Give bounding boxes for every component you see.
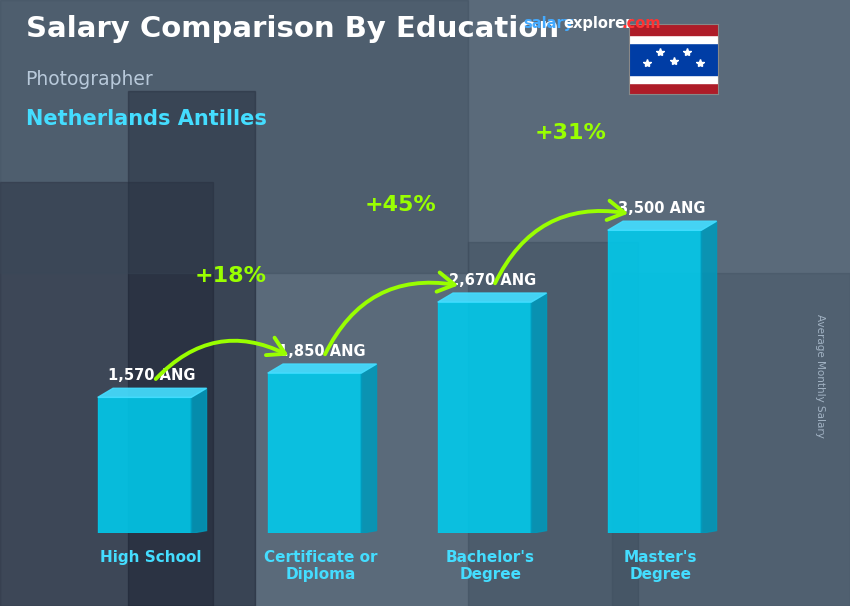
Text: Master's
Degree: Master's Degree: [624, 550, 697, 582]
Polygon shape: [268, 373, 361, 533]
Bar: [0, 0, 468, 273]
Polygon shape: [361, 364, 377, 533]
FancyArrowPatch shape: [156, 338, 286, 379]
Polygon shape: [98, 388, 207, 398]
FancyArrowPatch shape: [495, 201, 625, 283]
Text: 3,500 ANG: 3,500 ANG: [619, 201, 706, 216]
Text: Average Monthly Salary: Average Monthly Salary: [815, 314, 825, 438]
Text: +45%: +45%: [366, 195, 437, 215]
Bar: [128, 91, 255, 606]
Text: Bachelor's
Degree: Bachelor's Degree: [446, 550, 536, 582]
Polygon shape: [438, 293, 547, 302]
Bar: [629, 24, 718, 35]
Polygon shape: [191, 388, 207, 533]
Text: +18%: +18%: [195, 266, 267, 286]
Text: explorer: explorer: [564, 16, 633, 32]
Bar: [468, 242, 638, 606]
Text: salary: salary: [523, 16, 573, 32]
Bar: [629, 75, 718, 84]
Text: High School: High School: [99, 550, 201, 565]
Text: Photographer: Photographer: [26, 70, 153, 88]
Bar: [629, 44, 718, 75]
Text: Salary Comparison By Education: Salary Comparison By Education: [26, 15, 558, 43]
Text: 2,670 ANG: 2,670 ANG: [449, 273, 536, 288]
Bar: [629, 35, 718, 44]
FancyArrowPatch shape: [325, 273, 455, 355]
Polygon shape: [608, 221, 717, 230]
Text: .com: .com: [621, 16, 660, 32]
Polygon shape: [268, 364, 377, 373]
Text: Certificate or
Diploma: Certificate or Diploma: [264, 550, 377, 582]
Polygon shape: [701, 221, 717, 533]
Text: +31%: +31%: [535, 123, 607, 143]
Bar: [612, 273, 850, 606]
Polygon shape: [531, 293, 547, 533]
Text: Netherlands Antilles: Netherlands Antilles: [26, 109, 266, 129]
Polygon shape: [608, 230, 701, 533]
Bar: [629, 84, 718, 94]
Text: 1,570 ANG: 1,570 ANG: [109, 368, 196, 383]
Polygon shape: [98, 398, 191, 533]
Polygon shape: [438, 302, 531, 533]
Bar: [0, 182, 212, 606]
Text: 1,850 ANG: 1,850 ANG: [278, 344, 366, 359]
